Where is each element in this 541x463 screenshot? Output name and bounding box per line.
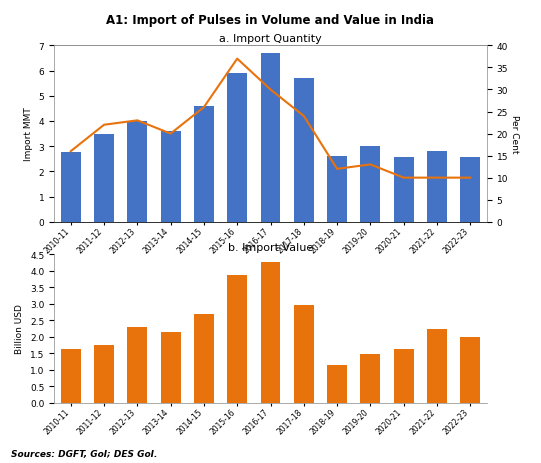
Bar <box>261 263 280 403</box>
Bar <box>61 350 81 403</box>
Bar <box>194 314 214 403</box>
Bar <box>327 157 347 222</box>
Text: A1: Import of Pulses in Volume and Value in India: A1: Import of Pulses in Volume and Value… <box>107 14 434 27</box>
Bar <box>460 158 480 222</box>
Legend: Qty. Import MMT, Share of Production (RHS): Qty. Import MMT, Share of Production (RH… <box>155 283 386 298</box>
Bar <box>194 106 214 222</box>
Bar <box>227 275 247 403</box>
Bar <box>94 134 114 222</box>
Title: b. Import Value: b. Import Value <box>228 243 313 252</box>
Y-axis label: Import MMT: Import MMT <box>24 107 33 161</box>
Bar <box>360 147 380 222</box>
Bar <box>294 79 314 222</box>
Bar <box>127 122 147 222</box>
Bar <box>294 306 314 403</box>
Bar <box>427 152 447 222</box>
Bar <box>227 74 247 222</box>
Bar <box>460 338 480 403</box>
Bar <box>161 333 181 403</box>
Y-axis label: Per Cent: Per Cent <box>510 115 519 153</box>
Title: a. Import Quantity: a. Import Quantity <box>219 34 322 44</box>
Bar <box>394 158 414 222</box>
Bar <box>94 345 114 403</box>
Y-axis label: Billion USD: Billion USD <box>16 304 24 354</box>
Bar <box>327 365 347 403</box>
Bar <box>427 330 447 403</box>
Bar <box>161 132 181 222</box>
Bar <box>61 153 81 222</box>
Text: Sources: DGFT, GoI; DES GoI.: Sources: DGFT, GoI; DES GoI. <box>11 450 157 458</box>
Bar <box>394 350 414 403</box>
Bar <box>261 54 280 222</box>
Bar <box>127 327 147 403</box>
Bar <box>360 354 380 403</box>
